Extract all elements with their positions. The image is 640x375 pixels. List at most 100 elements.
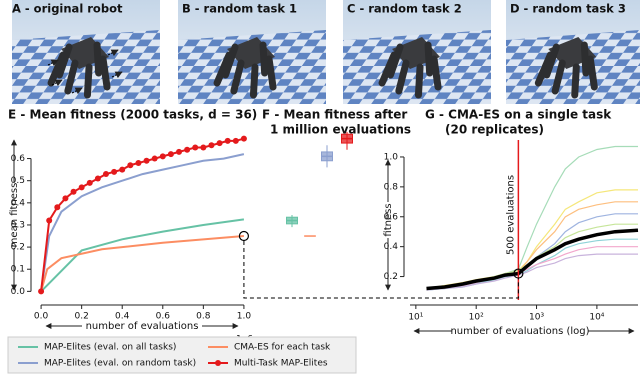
series-line [40, 218, 245, 293]
series-marker [94, 175, 101, 182]
robot-leg [83, 63, 93, 99]
series-marker [38, 288, 45, 295]
robot-leg [543, 43, 560, 79]
x-axis-label: number of evaluations (log) [450, 326, 589, 337]
replicate-line [426, 253, 638, 291]
replicate-line [426, 228, 639, 291]
x-tick-label: 0.6 [156, 312, 171, 322]
robot-image: C - random task 2 [343, 0, 491, 104]
image-label: A - original robot [12, 2, 123, 16]
x-tick-label: 10² [469, 313, 484, 323]
x-tick-label: 10⁴ [589, 313, 604, 323]
series-marker [54, 204, 61, 211]
y-axis-label: fitness [383, 203, 394, 236]
robot-leg [93, 41, 103, 77]
robot-leg [221, 43, 239, 79]
motion-arrow [111, 71, 123, 79]
image-label: B - random task 1 [182, 2, 297, 16]
legend-label: MAP-Elites (eval. on random task) [44, 359, 196, 369]
series-marker [232, 137, 239, 144]
x-tick-label: 0.8 [196, 312, 211, 322]
series-marker [86, 179, 93, 186]
series-marker [176, 148, 183, 155]
robot-leg [414, 63, 424, 99]
series-marker [111, 168, 118, 175]
y-tick-label: 0.8 [384, 182, 399, 192]
robot-leg [571, 63, 580, 99]
y-tick-label: 0.6 [11, 154, 26, 164]
robot-leg [249, 63, 259, 99]
robot-leg [395, 59, 410, 95]
series-marker [102, 171, 109, 178]
robot-leg [55, 43, 73, 79]
plots: 0.0 0.2 0.4 0.6 0.8 1.0 0.0 0.1 0.2 0.3 0.4 0.5 0.6 M… [11, 132, 639, 369]
motion-arrow [71, 87, 83, 95]
series-marker [167, 151, 174, 158]
robot-leg [265, 55, 277, 91]
robot-leg [551, 59, 566, 95]
robot-leg [424, 41, 434, 77]
series-marker [224, 137, 231, 144]
legend-marker [215, 360, 221, 366]
connector [243, 241, 519, 299]
legend-box [7, 336, 357, 374]
y-tick-label: 0.1 [11, 265, 25, 275]
y-tick-label: 0.2 [11, 243, 25, 253]
series-marker [200, 144, 207, 151]
robot-images: A - original robot B - random task 1 C - r… [12, 0, 640, 104]
motion-arrow [107, 49, 119, 57]
y-tick-label: 1.0 [384, 152, 399, 162]
motion-arrow [47, 59, 59, 67]
robot-leg [230, 59, 245, 95]
series-marker [78, 184, 85, 191]
legend-label: CMA-ES for each task [234, 343, 331, 353]
series-marker [127, 162, 134, 169]
series-marker [240, 135, 247, 142]
series-marker [62, 195, 69, 202]
series-line [40, 137, 245, 292]
x-tick-label: 10¹ [408, 313, 423, 323]
series-marker [208, 142, 215, 149]
image-label: D - random task 3 [510, 2, 626, 16]
robot-leg [64, 59, 79, 95]
panel-title: (20 replicates) [445, 123, 544, 137]
x-tick-label: 0.2 [74, 312, 88, 322]
x-axis-label: number of evaluations [86, 321, 199, 332]
y-tick-label: 0.3 [11, 220, 25, 230]
motion-arrow [51, 79, 63, 87]
y-tick-label: 0.5 [11, 176, 25, 186]
highlight-circle [513, 268, 524, 279]
y-tick-label: 0.4 [11, 198, 26, 208]
series-marker [192, 144, 199, 151]
series-marker [135, 159, 142, 166]
y-tick-label: 0.2 [384, 272, 398, 282]
y-axis-label: mean fitness [9, 183, 20, 248]
x-tick-label: 10³ [529, 313, 544, 323]
y-tick-label: 0.4 [384, 242, 399, 252]
robot-image: B - random task 1 [178, 0, 326, 104]
panel-title: E - Mean fitness (2000 tasks, d = 36) [8, 108, 257, 122]
legend-label: Multi-Task MAP-Elites [234, 359, 328, 369]
panel-title: F - Mean fitness after [262, 108, 407, 122]
y-tick-label: 0.0 [11, 287, 26, 297]
annotation-label: 500 evaluations [505, 175, 516, 255]
robot-leg [586, 55, 598, 91]
robot-image: A - original robot [12, 0, 160, 104]
series-line [40, 235, 244, 292]
series-marker [216, 140, 223, 147]
robot-leg [430, 55, 442, 91]
x-tick-label: 0.0 [34, 312, 49, 322]
panel-title: G - CMA-ES on a single task [425, 108, 612, 122]
image-label: C - random task 2 [347, 2, 462, 16]
series-marker [184, 146, 191, 153]
x-tick-label: 1.0 [237, 312, 252, 322]
series-marker [70, 188, 77, 195]
series-marker [46, 217, 53, 224]
series-marker [143, 157, 150, 164]
legend-label: MAP-Elites (eval. on all tasks) [44, 343, 176, 353]
series-marker [119, 166, 126, 173]
x-tick-label: 0.4 [115, 312, 130, 322]
robot-leg [580, 41, 590, 77]
series-marker [159, 153, 166, 160]
